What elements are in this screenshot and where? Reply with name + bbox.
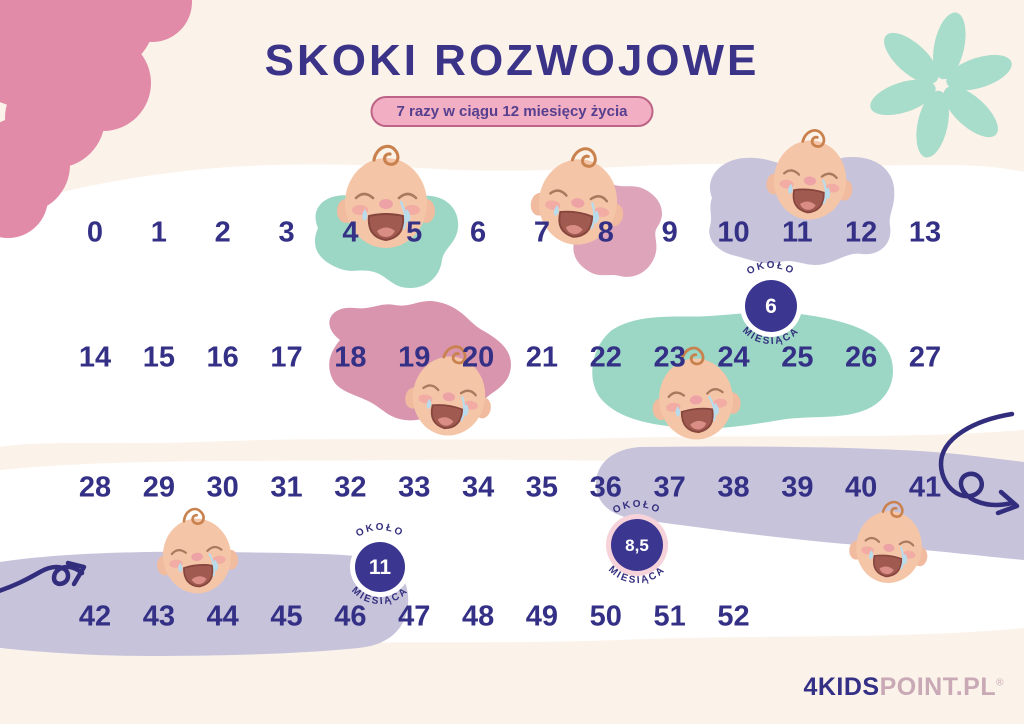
brand-logo: 4KIDSPOINT.PL® — [803, 673, 1004, 702]
week-cell-37: 37 — [653, 471, 686, 504]
week-cell-33: 33 — [398, 471, 431, 504]
curly-arrow-left-icon — [0, 560, 87, 593]
week-cell-4: 4 — [342, 216, 359, 249]
week-cell-22: 22 — [589, 341, 622, 374]
week-cell-47: 47 — [398, 600, 431, 633]
week-cell-15: 15 — [142, 341, 175, 374]
pink-scallop-cloud — [0, 0, 192, 238]
week-cell-20: 20 — [461, 341, 495, 374]
week-cell-0: 0 — [86, 216, 104, 249]
week-cell-16: 16 — [206, 341, 239, 374]
page-title: SKOKI ROZWOJOWE — [264, 36, 760, 85]
week-cell-14: 14 — [78, 341, 112, 374]
week-cell-43: 43 — [142, 600, 175, 633]
month-badge-11: 11 OKOŁO MIESIĄCA — [349, 522, 410, 607]
week-cell-52: 52 — [717, 600, 750, 633]
week-cell-27: 27 — [908, 341, 942, 374]
week-cell-6: 6 — [470, 216, 487, 249]
week-cell-35: 35 — [525, 471, 559, 504]
week-cell-2: 2 — [214, 216, 231, 249]
week-cell-11: 11 — [782, 216, 813, 249]
week-cell-51: 51 — [653, 600, 686, 633]
week-cell-48: 48 — [461, 600, 495, 633]
week-cell-38: 38 — [717, 471, 750, 504]
week-cell-28: 28 — [78, 471, 112, 504]
week-cell-12: 12 — [845, 216, 878, 249]
subtitle-pill: 7 razy w ciągu 12 miesięcy życia — [370, 96, 654, 127]
month-badge-8-5: 8,5 OKOŁO MIESIĄCA — [606, 499, 668, 586]
week-cell-49: 49 — [525, 600, 559, 633]
week-cell-10: 10 — [717, 216, 750, 249]
week-cell-24: 24 — [717, 341, 750, 374]
week-cell-1: 1 — [150, 216, 167, 249]
week-cell-18: 18 — [334, 341, 367, 374]
week-cell-23: 23 — [653, 341, 686, 374]
week-cell-9: 9 — [661, 216, 678, 249]
week-cell-39: 39 — [781, 471, 814, 504]
week-cell-46: 46 — [334, 600, 367, 633]
logo-part2: POINT.PL — [879, 673, 997, 701]
week-cell-8: 8 — [597, 216, 614, 249]
week-cell-45: 45 — [270, 600, 303, 633]
week-cell-44: 44 — [206, 600, 239, 633]
week-cell-50: 50 — [589, 600, 622, 633]
svg-text:11: 11 — [369, 556, 392, 579]
week-cell-29: 29 — [142, 471, 175, 504]
month-badge-6: 6 OKOŁO MIESIĄCA — [740, 260, 802, 347]
curly-arrow-right-icon — [938, 411, 1020, 516]
teal-flower-icon — [870, 12, 1012, 158]
week-cell-19: 19 — [398, 341, 431, 374]
week-cell-13: 13 — [908, 216, 942, 249]
week-cell-40: 40 — [845, 471, 878, 504]
week-cell-34: 34 — [461, 471, 495, 504]
week-cell-21: 21 — [525, 341, 559, 374]
week-cell-17: 17 — [270, 341, 303, 374]
svg-text:6: 6 — [765, 295, 777, 318]
logo-part1: 4KIDS — [803, 673, 880, 701]
week-cell-32: 32 — [334, 471, 367, 504]
leap-band-weeks-42-46 — [0, 551, 409, 656]
week-cell-41: 41 — [908, 471, 942, 504]
week-cell-36: 36 — [589, 471, 622, 504]
week-cell-30: 30 — [206, 471, 239, 504]
week-cell-5: 5 — [406, 216, 423, 249]
week-cell-26: 26 — [845, 341, 878, 374]
week-cell-31: 31 — [270, 471, 303, 504]
week-cell-7: 7 — [533, 216, 551, 249]
week-cell-3: 3 — [278, 216, 295, 249]
registered-mark: ® — [996, 677, 1004, 689]
svg-text:8,5: 8,5 — [625, 536, 649, 555]
week-cell-25: 25 — [781, 341, 814, 374]
week-cell-42: 42 — [78, 600, 112, 633]
